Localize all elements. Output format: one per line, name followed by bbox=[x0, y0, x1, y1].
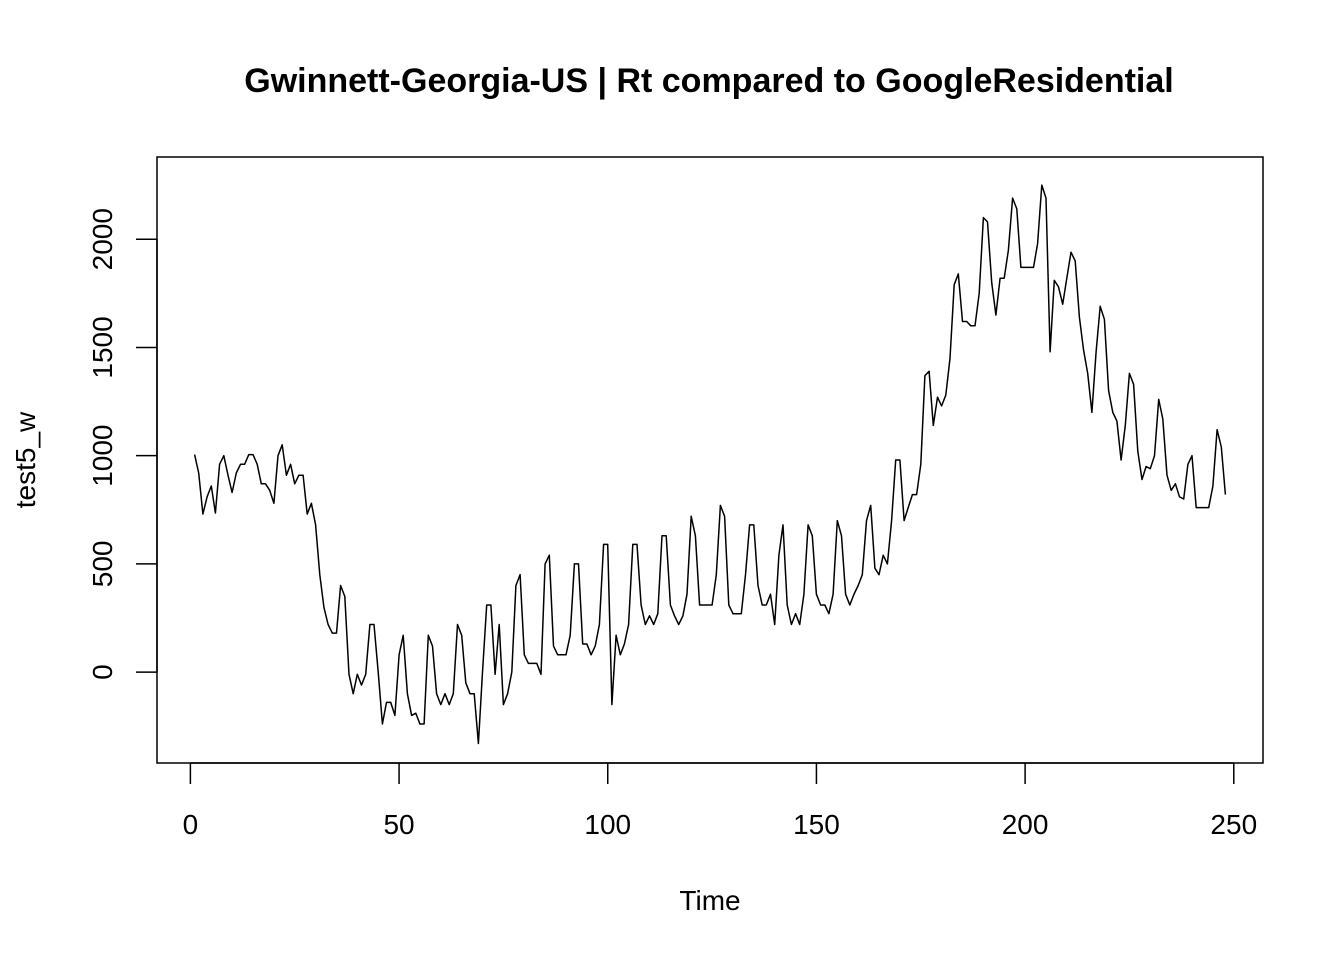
x-tick-label: 50 bbox=[383, 809, 414, 840]
x-tick-label: 150 bbox=[793, 809, 840, 840]
series-line bbox=[193, 184, 1227, 745]
chart-title: Gwinnett-Georgia-US | Rt compared to Goo… bbox=[244, 62, 1174, 100]
y-tick-label: 1500 bbox=[87, 316, 118, 378]
x-tick-label: 100 bbox=[584, 809, 631, 840]
x-tick-label: 250 bbox=[1210, 809, 1257, 840]
x-axis: 0 50 100 150 200 250 bbox=[183, 762, 1257, 840]
y-tick-label: 1000 bbox=[87, 425, 118, 487]
x-tick-label: 0 bbox=[183, 809, 199, 840]
x-tick-label: 200 bbox=[1002, 809, 1049, 840]
y-axis: 0 500 1000 1500 2000 bbox=[87, 208, 158, 680]
y-tick-label: 2000 bbox=[87, 208, 118, 270]
y-tick-label: 0 bbox=[87, 664, 118, 680]
x-axis-label: Time bbox=[679, 885, 740, 916]
y-axis-label: test5_w bbox=[10, 411, 41, 508]
y-tick-label: 500 bbox=[87, 541, 118, 588]
plot-frame bbox=[156, 156, 1264, 764]
